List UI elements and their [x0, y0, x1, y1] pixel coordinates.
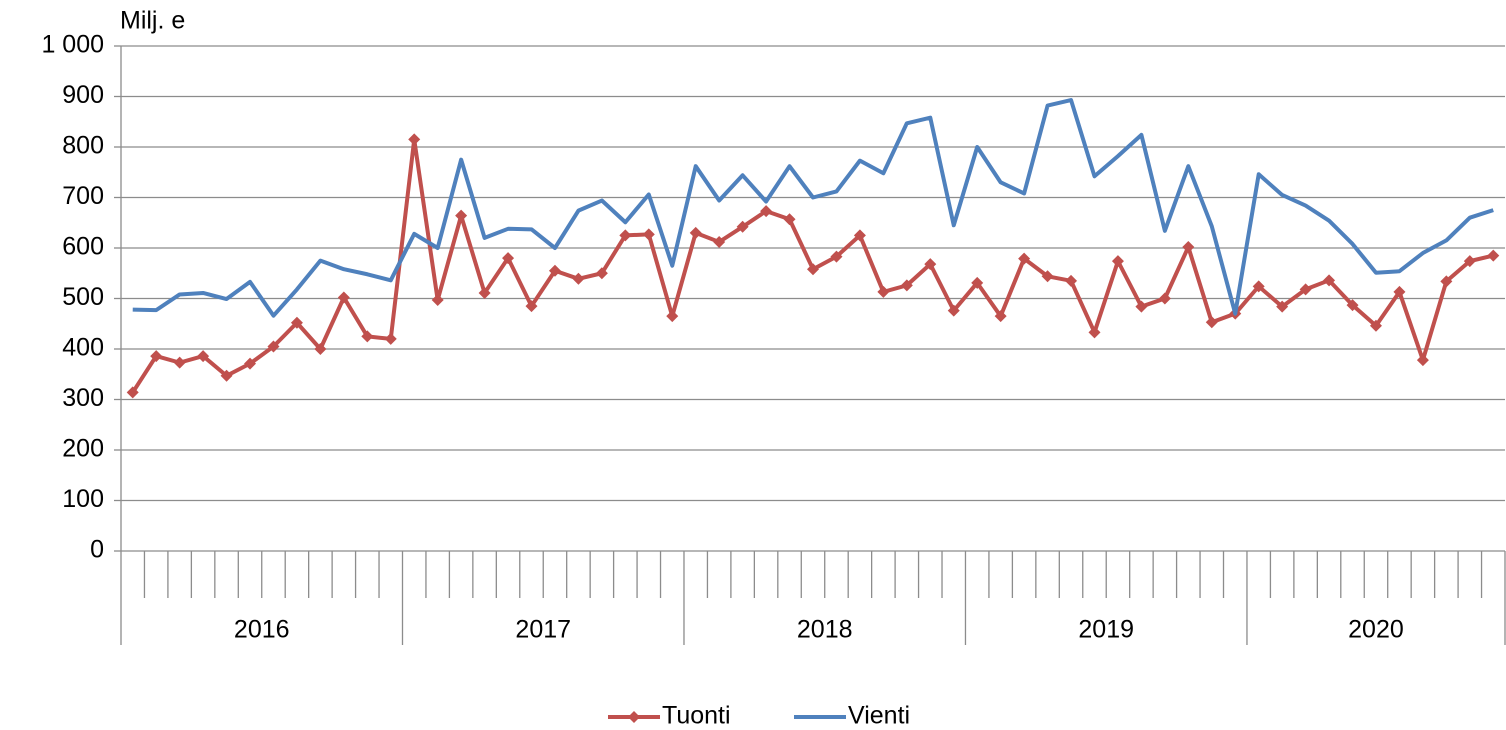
series-marker: [689, 226, 702, 239]
series-marker: [1158, 292, 1171, 305]
series-marker: [1088, 326, 1101, 339]
series-marker: [572, 272, 585, 285]
series-marker: [1252, 280, 1265, 293]
series-marker: [408, 133, 421, 146]
series-marker: [713, 235, 726, 248]
series-marker: [642, 228, 655, 241]
series-marker: [173, 356, 186, 369]
series-marker: [290, 316, 303, 329]
series-marker: [1463, 255, 1476, 268]
series-marker: [619, 229, 632, 242]
series-marker: [478, 286, 491, 299]
series-marker: [877, 285, 890, 298]
series-marker: [1205, 316, 1218, 329]
y-tick-label: 0: [90, 536, 104, 564]
series-marker: [337, 291, 350, 304]
series-marker: [244, 357, 257, 370]
x-group-label: 2020: [1348, 616, 1404, 644]
series-marker: [1018, 252, 1031, 265]
series-marker: [1182, 240, 1195, 253]
legend-label: Vienti: [848, 702, 910, 730]
x-group-label: 2019: [1078, 616, 1134, 644]
x-group-label: 2017: [515, 616, 571, 644]
series-marker: [1111, 255, 1124, 268]
y-tick-label: 400: [62, 334, 104, 362]
series-marker: [1416, 354, 1429, 367]
series-marker: [431, 294, 444, 307]
series-marker: [783, 213, 796, 226]
series-marker: [1135, 300, 1148, 313]
series-marker: [947, 304, 960, 317]
series-marker: [595, 267, 608, 280]
series-marker: [760, 205, 773, 218]
series-marker: [1065, 274, 1078, 287]
series-marker: [924, 258, 937, 271]
legend-marker: [628, 711, 640, 723]
series-marker: [361, 330, 374, 343]
series-marker: [502, 252, 515, 265]
series-marker: [807, 263, 819, 276]
series-marker: [666, 310, 679, 323]
y-axis-label: Milj. e: [120, 7, 185, 35]
series-line: [132, 98, 1494, 318]
series-marker: [971, 276, 984, 289]
series-marker: [1440, 275, 1453, 288]
y-tick-label: 600: [62, 233, 104, 261]
series-marker: [900, 279, 913, 292]
series-marker: [830, 250, 843, 263]
y-tick-label: 200: [62, 435, 104, 463]
series-marker: [736, 220, 749, 233]
y-tick-label: 700: [62, 182, 104, 210]
y-tick-label: 900: [62, 81, 104, 109]
series-marker: [197, 350, 210, 363]
series-marker: [853, 229, 866, 242]
series-marker: [1323, 274, 1336, 287]
series-marker: [1041, 270, 1054, 283]
series-marker: [548, 264, 561, 277]
y-tick-label: 1 000: [41, 31, 104, 59]
series-marker: [455, 209, 468, 222]
legend-label: Tuonti: [662, 702, 731, 730]
y-tick-label: 500: [62, 283, 104, 311]
series-marker: [1346, 299, 1359, 312]
series-marker: [220, 369, 233, 382]
series-marker: [267, 340, 280, 353]
series-marker: [1393, 285, 1406, 298]
x-group-label: 2016: [234, 616, 290, 644]
series-marker: [314, 343, 327, 355]
series-marker: [1276, 300, 1289, 313]
series-marker: [525, 300, 538, 313]
y-tick-label: 300: [62, 384, 104, 412]
series-marker: [126, 386, 139, 399]
series-marker: [1487, 249, 1500, 262]
series-marker: [150, 350, 163, 363]
series-marker: [384, 332, 397, 345]
y-tick-label: 800: [62, 132, 104, 160]
x-group-label: 2018: [797, 616, 853, 644]
series-marker: [1369, 319, 1382, 332]
series-marker: [1299, 283, 1312, 296]
series-marker: [994, 310, 1007, 323]
y-tick-label: 100: [62, 485, 104, 513]
